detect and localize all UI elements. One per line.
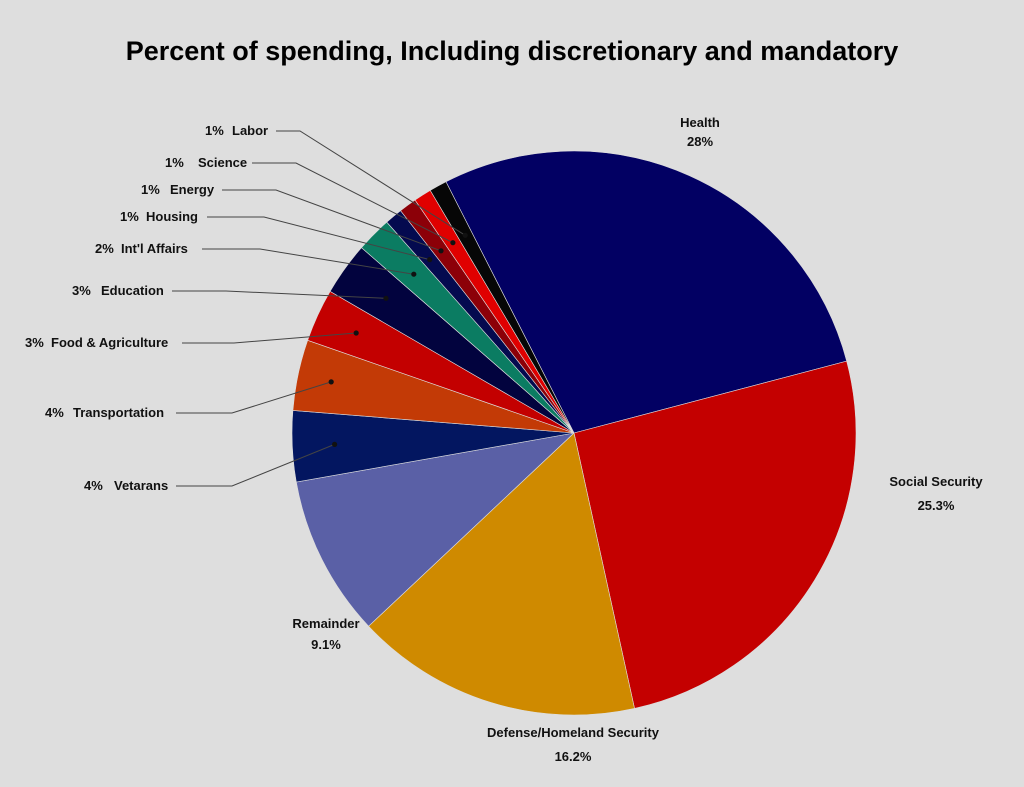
leader-dot-vetarans (332, 441, 338, 447)
leader-line-food-agriculture (182, 332, 357, 344)
leader-line-vetarans (176, 443, 335, 487)
slice-value-social-security: 25.3% (918, 498, 955, 513)
leader-line-energy (222, 189, 442, 252)
leader-line-transportation (176, 381, 332, 414)
leader-dot-education (383, 295, 389, 301)
slice-value-transportation: 4% (45, 405, 64, 420)
slice-label-housing: Housing (146, 209, 198, 224)
slice-label-labor: Labor (232, 123, 268, 138)
leader-dot-food-agriculture (353, 330, 359, 336)
slice-label-science: Science (198, 155, 247, 170)
slice-label-health: Health (680, 115, 720, 130)
leader-dot-energy (438, 248, 444, 254)
pie-slice-defense-homeland-security (368, 432, 635, 716)
leader-line-education (172, 290, 387, 299)
slice-value-health: 28% (687, 134, 713, 149)
slice-label-transportation: Transportation (73, 405, 164, 420)
slice-label-education: Education (101, 283, 164, 298)
pie-slice-social-security (573, 360, 857, 709)
slice-value-vetarans: 4% (84, 478, 103, 493)
pie-slice-remainder (295, 432, 575, 627)
slice-label-defense-homeland-security: Defense/Homeland Security (487, 725, 660, 740)
slice-label-energy: Energy (170, 182, 215, 197)
slice-value-education: 3% (72, 283, 91, 298)
slice-value-energy: 1% (141, 182, 160, 197)
pie-slice-labor (429, 181, 575, 434)
leader-dot-transportation (328, 379, 334, 385)
leader-line-housing (207, 216, 430, 261)
pie-slice-health (445, 150, 848, 434)
slice-label-int-l-affairs: Int'l Affairs (121, 241, 188, 256)
slice-label-vetarans: Vetarans (114, 478, 168, 493)
leader-dot-science (450, 240, 456, 246)
slice-value-remainder: 9.1% (311, 637, 341, 652)
slice-value-defense-homeland-security: 16.2% (555, 749, 592, 764)
slice-value-labor: 1% (205, 123, 224, 138)
leader-dot-int-l-affairs (411, 271, 417, 277)
leader-line-int-l-affairs (202, 248, 414, 275)
slice-value-science: 1% (165, 155, 184, 170)
slice-value-int-l-affairs: 2% (95, 241, 114, 256)
slice-label-food-agriculture: Food & Agriculture (51, 335, 168, 350)
slice-label-remainder: Remainder (292, 616, 359, 631)
chart-title: Percent of spending, Including discretio… (125, 36, 899, 66)
leader-line-labor (276, 130, 466, 236)
leader-dot-labor (462, 232, 468, 238)
leader-dot-housing (427, 257, 433, 263)
leader-line-science (252, 162, 454, 244)
slice-label-social-security: Social Security (889, 474, 983, 489)
slice-value-housing: 1% (120, 209, 139, 224)
slice-value-food-agriculture: 3% (25, 335, 44, 350)
